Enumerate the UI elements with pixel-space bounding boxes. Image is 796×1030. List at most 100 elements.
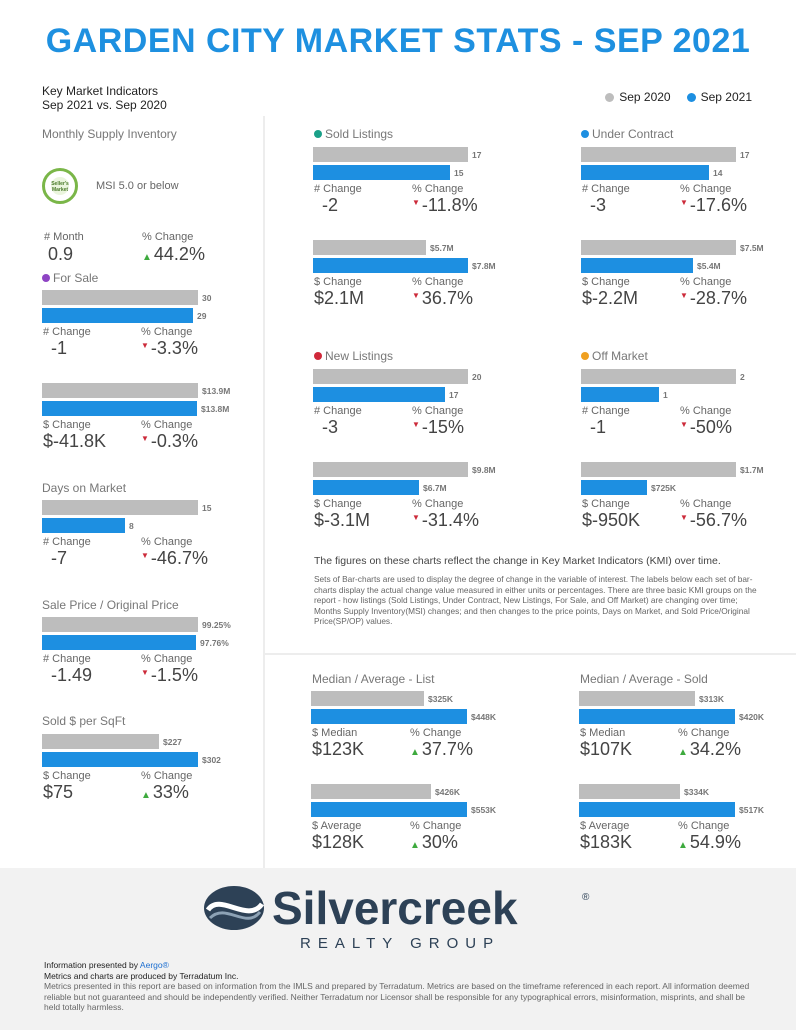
sold-listings-bar-label-2020: 17 <box>472 150 482 160</box>
days-on-market-change-label: # Change <box>43 536 91 548</box>
sale-price-original-price-bar-2020 <box>42 617 198 632</box>
under-contract-pct-text: -17.6% <box>689 195 747 215</box>
new-listings-title-text: New Listings <box>325 349 394 363</box>
sold-per-sqft-title: Sold $ per SqFt <box>42 714 126 728</box>
msi-num-value: 0.9 <box>48 244 74 264</box>
footer-disclaimer: Metrics presented in this report are bas… <box>44 981 750 1012</box>
legend-item-2021: Sep 2021 <box>686 90 752 104</box>
logo-sub: REALTY GROUP <box>300 935 500 952</box>
days-on-market-pct-label: % Change <box>141 536 193 548</box>
msi-title: Monthly Supply Inventory <box>42 127 177 141</box>
sale-price-original-price-bar-label-2021: 97.76% <box>200 638 229 648</box>
median-sold-bar-2021 <box>579 709 735 724</box>
off-market-bar-2021 <box>581 387 659 402</box>
new-listings-volume-pct-text: -31.4% <box>421 510 479 530</box>
under-contract-volume-pct-label: % Change <box>680 276 732 288</box>
new-listings-pct-label: % Change <box>412 405 464 417</box>
median-list-bar-2020 <box>311 691 424 706</box>
average-sold-bar-2020 <box>579 784 680 799</box>
off-market-title: Off Market <box>581 349 648 363</box>
up-arrow-icon: ▲ <box>678 747 688 758</box>
sold-per-sqft-pct-value: ▲ 33% <box>141 782 189 803</box>
off-market-pct-text: -50% <box>689 417 732 437</box>
off-market-volume-pct-label: % Change <box>680 498 732 510</box>
median-sold-pct-label: % Change <box>678 727 730 739</box>
sold-listings-volume-pct-label: % Change <box>412 276 464 288</box>
off-market-bar-label-2021: 1 <box>663 390 668 400</box>
vertical-divider <box>263 116 265 868</box>
footer <box>0 868 796 1030</box>
sale-price-original-price-pct-value: ▼ -1.5% <box>141 665 198 686</box>
down-arrow-icon: ▼ <box>141 551 149 560</box>
new-listings-volume-change-label: $ Change <box>314 498 362 510</box>
for-sale-title: For Sale <box>42 271 98 285</box>
for-sale-bar-2020 <box>42 290 198 305</box>
average-sold-bar-2021 <box>579 802 735 817</box>
under-contract-volume-change-value: $-2.2M <box>582 288 639 308</box>
silvercreek-logo: Silvercreek ® REALTY GROUP <box>204 882 590 952</box>
median-list-pct-label: % Change <box>410 727 462 739</box>
sold-listings-pct-text: -11.8% <box>421 195 478 215</box>
under-contract-pct-label: % Change <box>680 183 732 195</box>
sold-listings-pct-label: % Change <box>412 183 464 195</box>
for-sale-pct-text: -3.3% <box>150 338 198 358</box>
aergo-link[interactable]: Aergo® <box>139 960 169 970</box>
average-sold-pct-text: 54.9% <box>689 832 741 852</box>
sold-listings-volume-bar-label-2021: $7.8M <box>472 261 496 271</box>
under-contract-bar-label-2020: 17 <box>740 150 750 160</box>
new-listings-change-value: -3 <box>322 417 339 437</box>
footer-line1: Information presented by Aergo® <box>44 960 760 971</box>
off-market-volume-pct-text: -56.7% <box>689 510 747 530</box>
msi-num-label: # Month <box>44 231 84 243</box>
days-on-market-change-value: -7 <box>51 548 68 568</box>
sellers-market-badge-inner <box>51 177 69 195</box>
new-listings-title: New Listings <box>314 349 393 363</box>
for-sale-bar-2021 <box>42 308 193 323</box>
right-top-panel <box>265 116 796 653</box>
kmi-line2: Sep 2021 vs. Sep 2020 <box>42 98 167 112</box>
under-contract-volume-pct-value: ▼ -28.7% <box>680 288 747 309</box>
under-contract-change-value: -3 <box>590 195 607 215</box>
for-sale-bar-label-2021: 29 <box>197 311 207 321</box>
sold-listings-volume-bar-2020 <box>313 240 426 255</box>
average-list-change-value: $128K <box>312 832 365 852</box>
msi-pct-label: % Change <box>142 231 194 243</box>
for-sale-volume-change-label: $ Change <box>43 419 91 431</box>
days-on-market-bar-label-2021: 8 <box>129 521 134 531</box>
for-sale-volume-change-value: $-41.8K <box>43 431 107 451</box>
average-sold-change-value: $183K <box>580 832 633 852</box>
sold-per-sqft-bar-2021 <box>42 752 198 767</box>
new-listings-volume-bar-label-2021: $6.7M <box>423 483 447 493</box>
sp-op-title: Sale Price / Original Price <box>42 598 179 612</box>
sold-listings-title: Sold Listings <box>314 127 393 141</box>
new-listings-volume-bar-2020 <box>313 462 468 477</box>
average-list-bar-2020 <box>311 784 431 799</box>
off-market-dot-icon <box>581 352 589 360</box>
for-sale-pct-value: ▼ -3.3% <box>141 338 198 359</box>
new-listings-pct-value: ▼ -15% <box>412 417 464 438</box>
for-sale-change-value: -1 <box>51 338 68 358</box>
down-arrow-icon: ▼ <box>412 513 420 522</box>
median-sold-bar-label-2020: $313K <box>699 694 725 704</box>
down-arrow-icon: ▼ <box>412 198 420 207</box>
under-contract-volume-bar-2021 <box>581 258 693 273</box>
sellers-market-badge-text: Seller's Market <box>51 181 69 193</box>
logo-reg: ® <box>582 892 590 903</box>
sold-listings-bar-label-2021: 15 <box>454 168 464 178</box>
off-market-volume-change-value: $-950K <box>582 510 641 530</box>
off-market-bar-label-2020: 2 <box>740 372 745 382</box>
median-list-change-value: $123K <box>312 739 365 759</box>
under-contract-volume-bar-label-2021: $5.4M <box>697 261 721 271</box>
new-listings-pct-text: -15% <box>421 417 464 437</box>
days-on-market-pct-value: ▼ -46.7% <box>141 548 208 569</box>
median-list-bar-label-2021: $448K <box>471 712 497 722</box>
off-market-change-label: # Change <box>582 405 630 417</box>
new-listings-bar-label-2020: 20 <box>472 372 482 382</box>
for-sale-title-text: For Sale <box>53 271 99 285</box>
footer-line2: Metrics and charts are produced by Terra… <box>44 970 239 981</box>
for-sale-volume-pct-text: -0.3% <box>150 431 198 451</box>
legend-swatch-2020 <box>605 92 615 102</box>
average-sold-bar-label-2020: $334K <box>684 787 710 797</box>
sellers-market-badge-icon: Seller's Market <box>42 168 78 204</box>
sold-per-sqft-bar-label-2021: $302 <box>202 755 221 765</box>
